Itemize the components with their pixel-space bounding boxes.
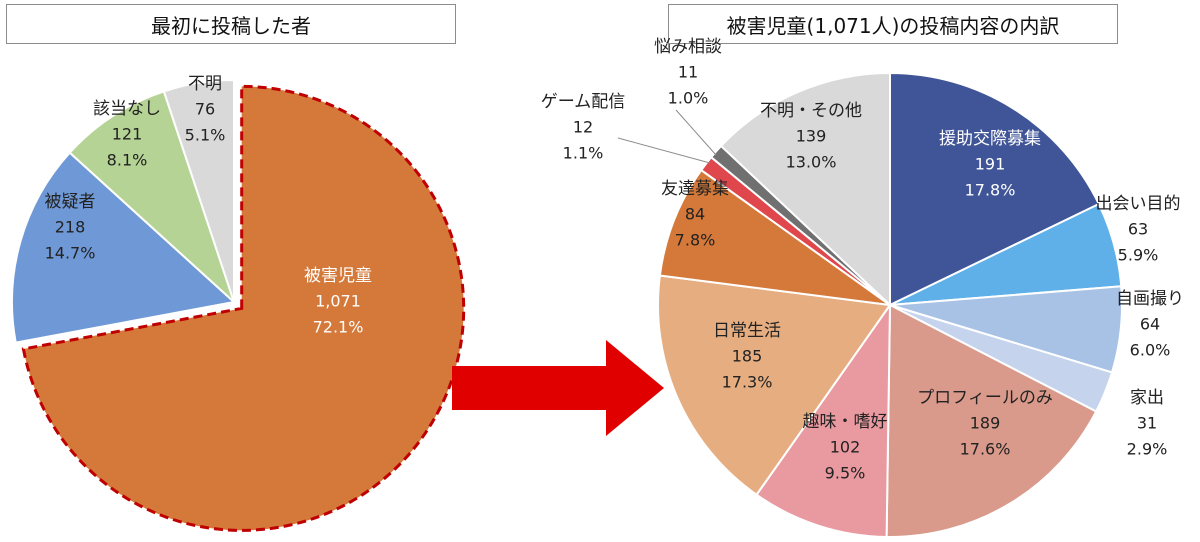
- label-left-2-name: 該当なし: [93, 99, 161, 119]
- pie-slice-right-4: [885, 303, 1098, 538]
- label-right-8-name: ゲーム配信: [541, 92, 626, 112]
- pie-slice-right-5: [755, 301, 892, 538]
- right-arrow-icon: [452, 340, 664, 436]
- label-left-2-percent: 8.1%: [107, 151, 148, 170]
- label-left-0-value: 1,071: [315, 292, 361, 311]
- label-left-1-value: 218: [55, 218, 86, 237]
- right-pie-chart: [657, 71, 1123, 538]
- label-right-9-value: 11: [678, 63, 698, 82]
- arrow-shape: [452, 340, 664, 436]
- label-right-4-name: プロフィールのみ: [917, 388, 1053, 408]
- label-right-4-value: 189: [970, 414, 1001, 433]
- label-right-9-percent: 1.0%: [668, 89, 709, 108]
- label-right-3-value: 31: [1137, 414, 1157, 433]
- label-left-3-percent: 5.1%: [185, 126, 226, 145]
- label-right-10-percent: 13.0%: [786, 153, 837, 172]
- label-right-8-value: 12: [573, 118, 593, 137]
- label-right-5-name: 趣味・嗜好: [803, 412, 888, 432]
- label-right-1-name: 出会い目的: [1096, 194, 1181, 214]
- pie-slice-left-2: [68, 90, 237, 306]
- label-left-3-name: 不明: [188, 74, 222, 94]
- label-left-1-name: 被疑者: [45, 192, 96, 212]
- pie-slice-left-0: [21, 84, 466, 532]
- label-right-9-name: 悩み相談: [654, 37, 722, 57]
- leader-line: [617, 137, 711, 164]
- label-right-2-percent: 6.0%: [1130, 341, 1171, 360]
- label-left-3-value: 76: [195, 100, 215, 119]
- label-right-3-percent: 2.9%: [1127, 440, 1168, 459]
- label-right-5-percent: 9.5%: [825, 464, 866, 483]
- pie-slice-right-7: [658, 168, 891, 306]
- left-pie-chart: [11, 78, 466, 532]
- leader-line: [675, 109, 717, 156]
- pie-labels: 被害児童 1,071 72.1% 被疑者 218 14.7% 該当なし 121 8.1% 不明 76…: [45, 37, 1185, 483]
- label-right-2-name: 自画撮り: [1116, 289, 1184, 309]
- label-right-1-percent: 5.9%: [1118, 246, 1159, 265]
- label-right-7-percent: 7.8%: [675, 231, 716, 250]
- label-right-6-value: 185: [732, 347, 763, 366]
- label-right-3-name: 家出: [1130, 388, 1164, 408]
- right-chart-title: 被害児童(1,071人)の投稿内容の内訳: [668, 4, 1118, 44]
- label-right-6-name: 日常生活: [713, 321, 781, 341]
- label-right-0-value: 191: [975, 155, 1006, 174]
- label-right-0-name: 援助交際募集: [939, 129, 1041, 149]
- label-right-7-name: 友達募集: [661, 179, 729, 199]
- label-right-10-value: 139: [796, 127, 827, 146]
- label-right-2-value: 64: [1140, 315, 1160, 334]
- pie-slice-left-3: [162, 78, 235, 303]
- pie-slice-right-6: [657, 274, 892, 497]
- label-right-5-value: 102: [830, 438, 861, 457]
- label-left-0-percent: 72.1%: [313, 318, 364, 337]
- pie-slice-right-10: [719, 71, 891, 308]
- label-left-2-value: 121: [112, 125, 143, 144]
- label-right-6-percent: 17.3%: [722, 373, 773, 392]
- label-right-4-percent: 17.6%: [960, 440, 1011, 459]
- label-left-0-name: 被害児童: [304, 266, 372, 286]
- label-right-10-name: 不明・その他: [760, 101, 862, 121]
- pie-slice-right-0: [889, 71, 1101, 307]
- label-right-7-value: 84: [685, 205, 705, 224]
- label-right-0-percent: 17.8%: [965, 181, 1016, 200]
- label-right-8-percent: 1.1%: [563, 144, 604, 163]
- pie-slice-left-1: [11, 151, 237, 344]
- left-chart-title: 最初に投稿した者: [6, 4, 456, 44]
- label-right-1-value: 63: [1128, 220, 1148, 239]
- label-left-1-percent: 14.7%: [45, 244, 96, 263]
